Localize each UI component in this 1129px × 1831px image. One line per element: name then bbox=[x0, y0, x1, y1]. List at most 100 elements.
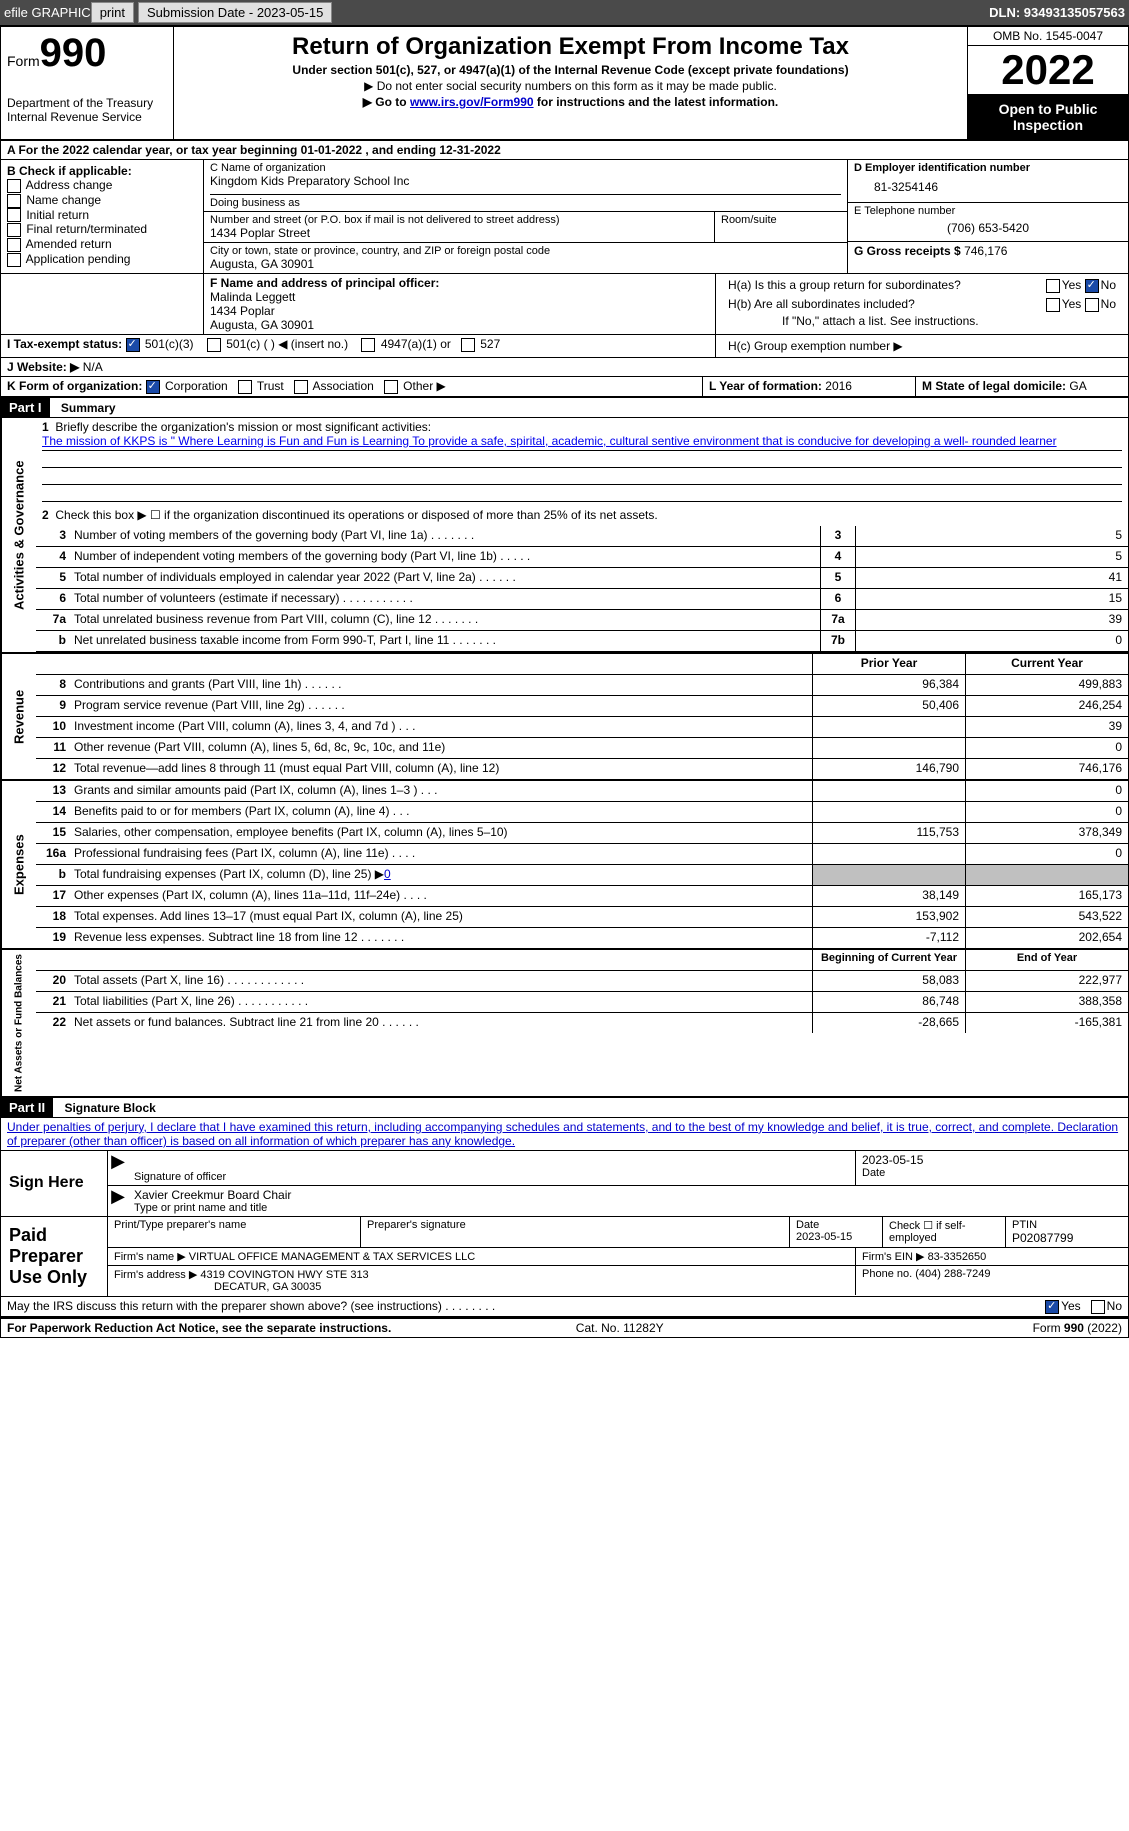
net-header-row: Beginning of Current Year End of Year bbox=[36, 950, 1128, 971]
line1-num: 1 bbox=[42, 420, 49, 434]
row-klm: K Form of organization: Corporation Trus… bbox=[1, 377, 1128, 398]
chk-address: Address change bbox=[7, 178, 197, 193]
opt-trust: Trust bbox=[257, 379, 284, 393]
line2: 2 Check this box ▶ ☐ if the organization… bbox=[36, 504, 1128, 526]
omb-number: OMB No. 1545-0047 bbox=[968, 27, 1128, 46]
line-6: 6 Total number of volunteers (estimate i… bbox=[36, 589, 1128, 610]
line1: 1 Briefly describe the organization's mi… bbox=[36, 418, 1128, 504]
irs-label: Internal Revenue Service bbox=[7, 110, 167, 124]
chk-name-box[interactable] bbox=[7, 194, 21, 208]
form-subtitle: Under section 501(c), 527, or 4947(a)(1)… bbox=[180, 63, 961, 77]
chk-corp[interactable] bbox=[146, 380, 160, 394]
line-desc: Net assets or fund balances. Subtract li… bbox=[70, 1013, 812, 1033]
f-label: F Name and address of principal officer: bbox=[210, 276, 709, 290]
discuss-yes: Yes bbox=[1061, 1299, 1081, 1313]
dept-treasury: Department of the Treasury bbox=[7, 96, 167, 110]
hb-no-box[interactable] bbox=[1085, 298, 1099, 312]
irs-link[interactable]: www.irs.gov/Form990 bbox=[410, 95, 534, 109]
prior-val: -7,112 bbox=[812, 928, 965, 948]
org-name: Kingdom Kids Preparatory School Inc bbox=[210, 174, 841, 188]
sig-officer-label: Signature of officer bbox=[134, 1171, 849, 1183]
line-box: 7a bbox=[820, 610, 855, 630]
submission-date-button[interactable]: Submission Date - 2023-05-15 bbox=[138, 2, 332, 23]
prior-val bbox=[812, 738, 965, 758]
line-num: 11 bbox=[36, 738, 70, 758]
hb-yes-box[interactable] bbox=[1046, 298, 1060, 312]
col-header-row: Prior Year Current Year bbox=[36, 654, 1128, 675]
chk-4947[interactable] bbox=[361, 338, 375, 352]
chk-initial-box[interactable] bbox=[7, 208, 21, 222]
mission-text[interactable]: The mission of KKPS is " Where Learning … bbox=[42, 434, 1057, 448]
line-desc: Salaries, other compensation, employee b… bbox=[70, 823, 812, 843]
curr-val: 165,173 bbox=[965, 886, 1128, 906]
state-domicile: GA bbox=[1069, 379, 1086, 393]
part2-header: Part II Signature Block bbox=[1, 1098, 1128, 1118]
discuss-yes-box[interactable] bbox=[1045, 1300, 1059, 1314]
line-num: 7a bbox=[36, 610, 70, 630]
form-number: Form990 bbox=[7, 31, 167, 76]
chk-501c3[interactable] bbox=[126, 338, 140, 352]
expenses-section: Expenses 13 Grants and similar amounts p… bbox=[1, 781, 1128, 950]
prior-val: 38,149 bbox=[812, 886, 965, 906]
chk-address-box[interactable] bbox=[7, 179, 21, 193]
line-desc: Total assets (Part X, line 16) . . . . .… bbox=[70, 971, 812, 991]
chk-pending-box[interactable] bbox=[7, 253, 21, 267]
ha-yes-box[interactable] bbox=[1046, 279, 1060, 293]
print-button[interactable]: print bbox=[91, 2, 134, 23]
line-19: 19 Revenue less expenses. Subtract line … bbox=[36, 928, 1128, 948]
line-desc: Revenue less expenses. Subtract line 18 … bbox=[70, 928, 812, 948]
sign-section: Sign Here ▶ Signature of officer 2023-05… bbox=[1, 1151, 1128, 1217]
chk-name: Name change bbox=[7, 193, 197, 208]
line-10: 10 Investment income (Part VIII, column … bbox=[36, 717, 1128, 738]
prior-val: 153,902 bbox=[812, 907, 965, 927]
i-label: I Tax-exempt status: bbox=[7, 337, 122, 351]
chk-amended-box[interactable] bbox=[7, 238, 21, 252]
line2-num: 2 bbox=[42, 508, 49, 522]
revenue-rows: 8 Contributions and grants (Part VIII, l… bbox=[36, 675, 1128, 779]
line-num: b bbox=[36, 865, 70, 885]
note-ssn: ▶ Do not enter social security numbers o… bbox=[180, 79, 961, 93]
sign-here-label: Sign Here bbox=[1, 1151, 108, 1216]
line-num: 10 bbox=[36, 717, 70, 737]
row-i: I Tax-exempt status: 501(c)(3) 501(c) ( … bbox=[1, 335, 1128, 358]
chk-pending: Application pending bbox=[7, 252, 197, 267]
ha-no-box[interactable] bbox=[1085, 279, 1099, 293]
curr-val bbox=[965, 865, 1128, 885]
line-num: b bbox=[36, 631, 70, 651]
k-label: K Form of organization: bbox=[7, 379, 142, 393]
line-num: 5 bbox=[36, 568, 70, 588]
ptin-value: P02087799 bbox=[1012, 1231, 1122, 1245]
chk-address-label: Address change bbox=[26, 178, 113, 192]
line-num: 13 bbox=[36, 781, 70, 801]
discuss-no-box[interactable] bbox=[1091, 1300, 1105, 1314]
prep-check-label: Check ☐ if self-employed bbox=[889, 1219, 999, 1244]
d-label: D Employer identification number bbox=[854, 162, 1122, 174]
curr-val: 499,883 bbox=[965, 675, 1128, 695]
chk-amended-label: Amended return bbox=[26, 237, 112, 251]
hb-yes: Yes bbox=[1062, 297, 1082, 311]
curr-val: 378,349 bbox=[965, 823, 1128, 843]
curr-val: 0 bbox=[965, 781, 1128, 801]
fundraising-link[interactable]: 0 bbox=[384, 867, 391, 881]
line-num: 19 bbox=[36, 928, 70, 948]
chk-trust[interactable] bbox=[238, 380, 252, 394]
line-17: 17 Other expenses (Part IX, column (A), … bbox=[36, 886, 1128, 907]
line-num: 6 bbox=[36, 589, 70, 609]
activities-section: Activities & Governance 1 Briefly descri… bbox=[1, 418, 1128, 654]
prior-val: 58,083 bbox=[812, 971, 965, 991]
line-desc: Program service revenue (Part VIII, line… bbox=[70, 696, 812, 716]
penalties-link[interactable]: Under penalties of perjury, I declare th… bbox=[7, 1120, 1118, 1148]
chk-assoc[interactable] bbox=[294, 380, 308, 394]
line-num: 20 bbox=[36, 971, 70, 991]
chk-other[interactable] bbox=[384, 380, 398, 394]
chk-501c[interactable] bbox=[207, 338, 221, 352]
form-title: Return of Organization Exempt From Incom… bbox=[180, 33, 961, 61]
officer-name: Malinda Leggett bbox=[210, 290, 709, 304]
chk-527[interactable] bbox=[461, 338, 475, 352]
form-header: Form990 Department of the Treasury Inter… bbox=[1, 27, 1128, 141]
line-box: 4 bbox=[820, 547, 855, 567]
line-b: b Net unrelated business taxable income … bbox=[36, 631, 1128, 652]
discuss-row: May the IRS discuss this return with the… bbox=[1, 1297, 1128, 1318]
chk-final-box[interactable] bbox=[7, 223, 21, 237]
col-deg: D Employer identification number 81-3254… bbox=[847, 160, 1128, 273]
